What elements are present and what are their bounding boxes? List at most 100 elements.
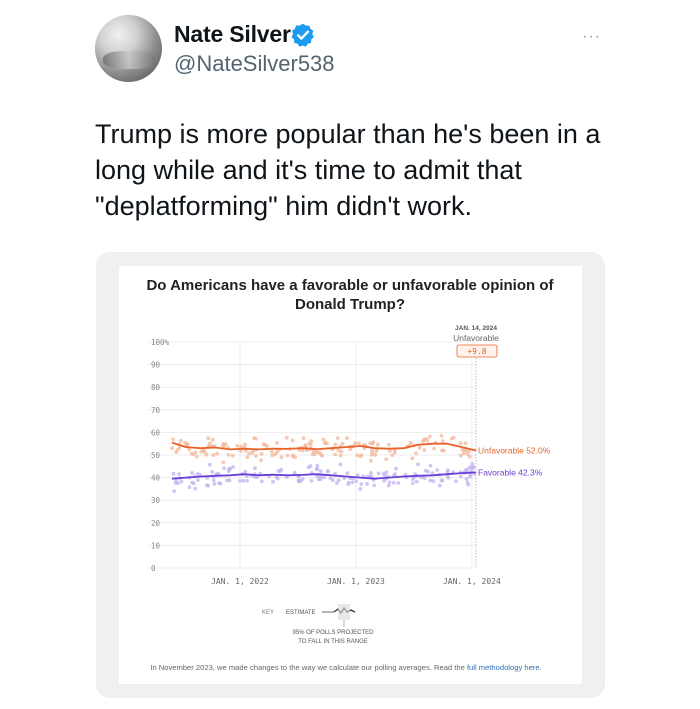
poll-dot (259, 452, 264, 456)
series-line-unfavorable (171, 441, 477, 452)
poll-dot (425, 469, 430, 474)
series-end-label-unfavorable: Unfavorable 52.0% (478, 445, 551, 455)
y-tick-label: 100% (151, 338, 170, 347)
poll-dot (259, 479, 264, 484)
poll-dot (196, 478, 200, 482)
poll-dot (245, 478, 250, 483)
poll-dot (463, 441, 468, 446)
poll-dot (373, 453, 378, 457)
poll-dot (177, 472, 181, 476)
poll-dot (227, 467, 232, 472)
poll-dot (235, 443, 240, 448)
poll-dot (464, 477, 469, 481)
poll-dot (459, 474, 463, 479)
poll-dot (410, 481, 415, 486)
poll-dot (290, 438, 295, 443)
poll-dot (170, 446, 174, 451)
poll-dot (390, 453, 395, 458)
poll-dot (171, 437, 176, 442)
poll-dot (195, 471, 200, 476)
key-estimate-label: ESTIMATE (286, 610, 316, 616)
poll-dot (388, 449, 392, 453)
poll-dot (439, 433, 444, 438)
poll-dot (382, 478, 386, 483)
poll-dot (336, 478, 341, 483)
y-tick-label: 30 (151, 496, 161, 505)
poll-dot (340, 441, 345, 446)
poll-dot (368, 441, 373, 446)
poll-dot (211, 478, 216, 483)
poll-dot (247, 451, 252, 456)
poll-dot (410, 456, 415, 461)
poll-dot (431, 479, 436, 484)
poll-dot (239, 444, 244, 449)
poll-dot (190, 471, 195, 475)
poll-dot (372, 483, 377, 488)
poll-dot (279, 455, 284, 460)
poll-dot (318, 477, 323, 482)
poll-dot (320, 453, 325, 458)
poll-dot (211, 453, 216, 457)
poll-dot (345, 436, 349, 440)
poll-dot (275, 441, 279, 445)
poll-dot (254, 454, 258, 458)
author-name[interactable]: Nate Silver (174, 21, 291, 47)
poll-dot (355, 453, 360, 458)
poll-dot (253, 475, 257, 479)
poll-dot (179, 479, 184, 484)
more-options-icon[interactable]: ··· (582, 28, 601, 45)
author-handle[interactable]: @NateSilver538 (174, 51, 335, 76)
poll-dot (461, 451, 466, 456)
poll-dot (238, 479, 242, 483)
poll-dot (222, 466, 226, 471)
poll-dot (278, 469, 282, 473)
chart-footnote: In November 2023, we made changes to the… (150, 663, 541, 672)
poll-dot (339, 449, 344, 454)
poll-dot (428, 478, 433, 483)
poll-dot (414, 451, 418, 456)
annotation-badge (456, 344, 498, 358)
poll-dot (205, 483, 209, 488)
poll-dot (193, 486, 198, 491)
poll-dot (312, 452, 317, 457)
poll-dot (274, 475, 279, 479)
poll-dot (309, 439, 314, 443)
tweet-text: Trump is more popular than he's been in … (95, 119, 601, 221)
poll-dot (317, 450, 322, 455)
poll-dot (245, 455, 250, 460)
poll-dot (468, 474, 472, 479)
poll-dot (333, 452, 338, 457)
poll-dot (206, 436, 211, 441)
poll-dot (291, 453, 295, 457)
poll-dot (208, 462, 212, 467)
poll-dot (212, 482, 217, 486)
poll-dot (414, 479, 419, 484)
key-title: KEY (262, 610, 274, 616)
annotation-value: +9.8 (467, 347, 486, 356)
poll-dot (430, 471, 435, 475)
x-tick-label: JAN. 1, 2024 (443, 577, 501, 586)
key-range-label-1: 95% OF POLLS PROJECTED (292, 630, 374, 636)
poll-dot (365, 482, 369, 486)
poll-dot (231, 465, 236, 469)
avatar[interactable] (95, 15, 162, 82)
poll-dot (230, 453, 235, 458)
poll-dot (336, 448, 341, 453)
poll-dot (428, 434, 432, 439)
poll-dot (375, 442, 380, 447)
poll-dot (306, 465, 311, 470)
poll-dot (210, 470, 215, 474)
poll-dot (259, 458, 263, 463)
poll-dot (465, 451, 470, 456)
y-tick-label: 50 (151, 451, 161, 460)
poll-dot (353, 441, 358, 446)
methodology-link[interactable]: full methodology here (467, 663, 540, 672)
poll-dot (350, 480, 355, 485)
key-range-band (338, 604, 350, 620)
poll-dot (243, 469, 248, 474)
poll-dot (348, 447, 353, 452)
poll-dot (355, 473, 360, 478)
poll-dot (292, 470, 297, 475)
chart-title: Do Americans have a favorable or unfavor… (146, 277, 554, 313)
poll-dot (315, 467, 320, 471)
